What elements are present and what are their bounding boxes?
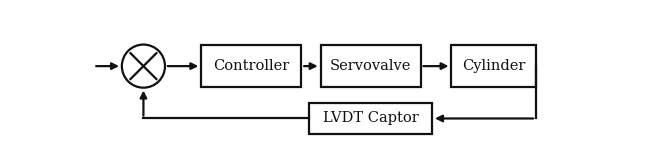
Text: Cylinder: Cylinder <box>462 59 526 73</box>
Ellipse shape <box>122 44 165 88</box>
Bar <box>201 45 301 87</box>
Bar <box>309 103 432 134</box>
Text: LVDT Captor: LVDT Captor <box>323 112 419 125</box>
Text: Servovalve: Servovalve <box>330 59 411 73</box>
Bar <box>452 45 536 87</box>
Bar <box>321 45 421 87</box>
Text: Controller: Controller <box>213 59 290 73</box>
